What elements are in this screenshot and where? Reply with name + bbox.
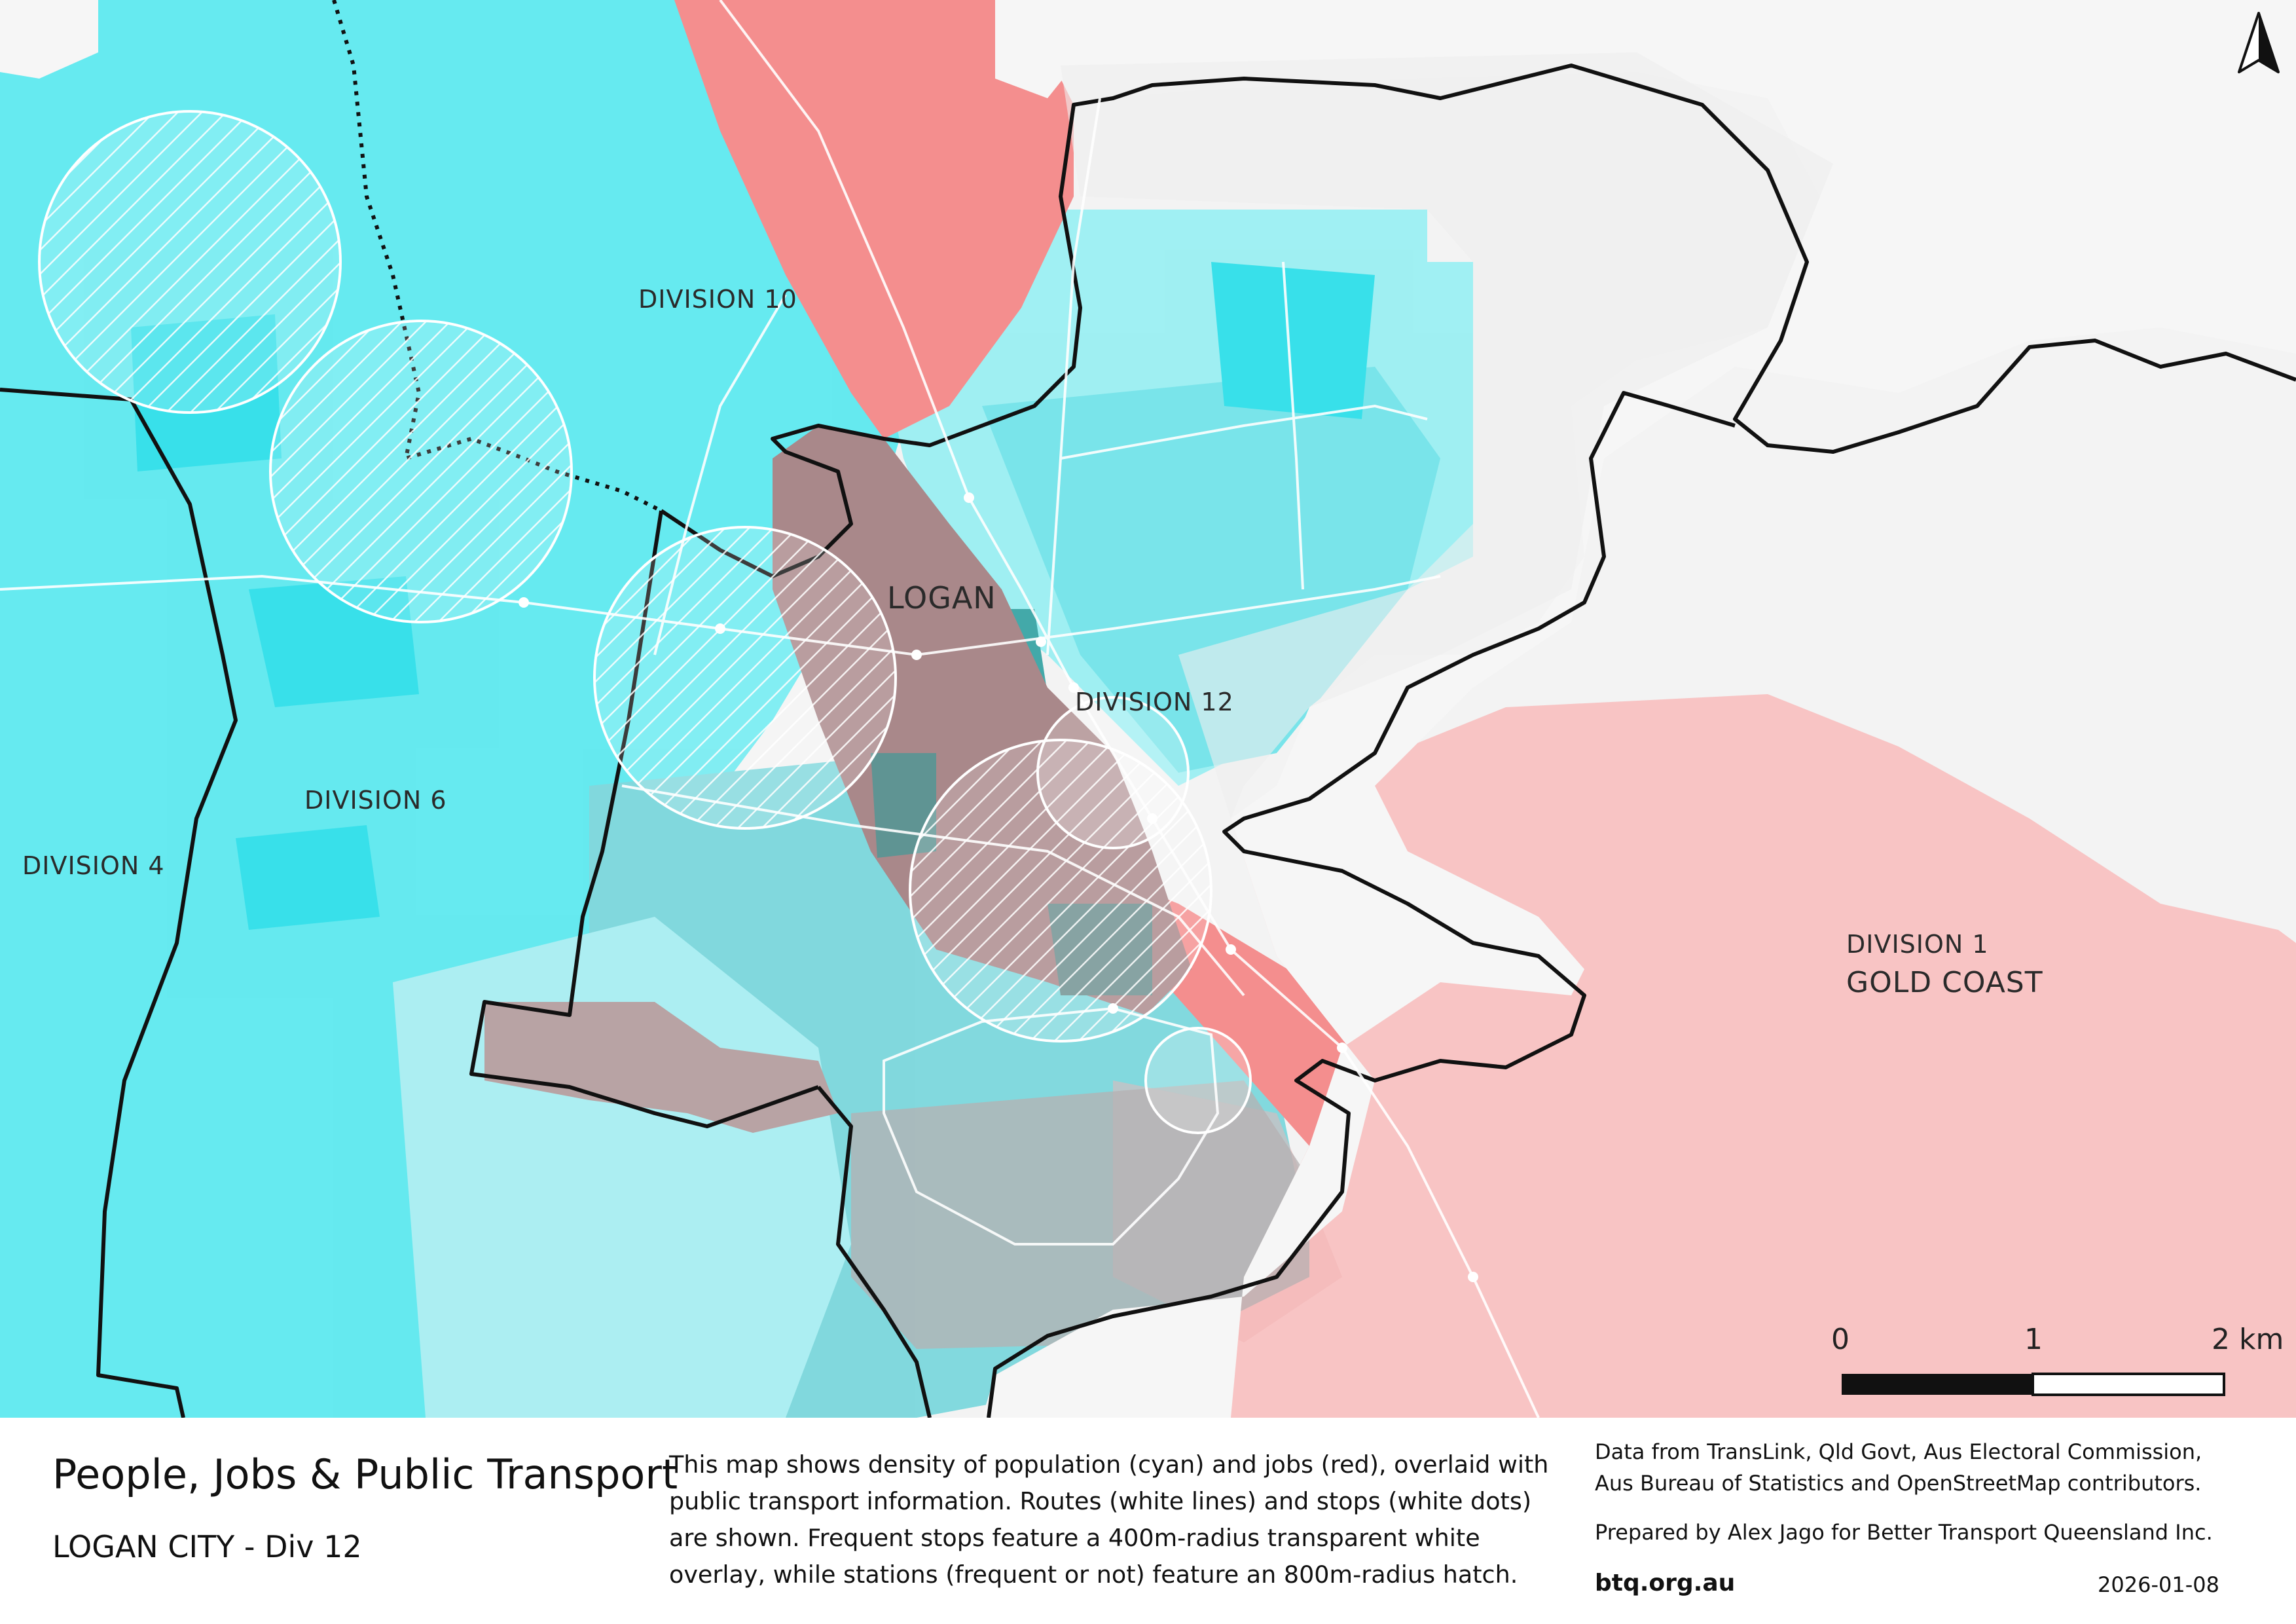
population-hotspot-2 xyxy=(1211,262,1375,419)
footer-panel: People, Jobs & Public Transport LOGAN CI… xyxy=(0,1418,2296,1624)
river-east xyxy=(982,0,2296,1418)
description-line: overlay, while stations (frequent or not… xyxy=(669,1560,1518,1589)
description-line: public transport information. Routes (wh… xyxy=(669,1487,1532,1515)
division-boundaries xyxy=(0,0,2296,1418)
station-overlay-2 xyxy=(269,320,573,623)
transport-stops xyxy=(519,492,1478,1282)
stop xyxy=(1036,637,1046,647)
station-overlay-4 xyxy=(909,739,1212,1043)
river-layer xyxy=(0,0,2296,1418)
stop xyxy=(1147,813,1157,824)
label-division-6: DIVISION 6 xyxy=(304,786,447,815)
station-overlay-3 xyxy=(593,526,897,830)
frequent-stop-overlay-1 xyxy=(1036,696,1190,849)
frequent-stop-overlays xyxy=(38,110,1252,1134)
stop xyxy=(1337,1043,1347,1053)
stop xyxy=(519,597,529,608)
overlap-south-block xyxy=(851,1080,1309,1349)
label-division-4: DIVISION 4 xyxy=(22,851,165,880)
population-hotspot-3 xyxy=(236,825,380,930)
river-north-pocket xyxy=(995,0,1074,98)
station-overlay-1 xyxy=(38,110,342,414)
stop xyxy=(964,492,974,503)
map-subtitle: LOGAN CITY - Div 12 xyxy=(52,1529,362,1564)
label-division-12: DIVISION 12 xyxy=(1075,688,1234,716)
stop xyxy=(1226,944,1236,955)
credits-line: Data from TransLink, Qld Govt, Aus Elect… xyxy=(1595,1439,2202,1464)
boundary-div10-west xyxy=(332,0,663,513)
data-credits: Data from TransLink, Qld Govt, Aus Elect… xyxy=(1595,1436,2202,1499)
map-graphics xyxy=(0,0,2296,1418)
overlap-dark-core xyxy=(871,753,936,858)
scale-label-2km: 2 km xyxy=(2212,1323,2284,1356)
map-canvas[interactable]: DIVISION 10 DIVISION 12 DIVISION 6 DIVIS… xyxy=(0,0,2296,1418)
north-arrow-icon xyxy=(2238,12,2280,73)
river-west-pocket xyxy=(0,0,98,79)
label-division-1: DIVISION 1 xyxy=(1846,930,1989,959)
label-division-10: DIVISION 10 xyxy=(638,285,797,314)
credits-line: Aus Bureau of Statistics and OpenStreetM… xyxy=(1595,1471,2202,1496)
route-north-2 xyxy=(1282,261,1304,590)
boundary-div6-div12 xyxy=(469,510,819,1128)
scale-segment-black xyxy=(1842,1374,2033,1395)
website-link[interactable]: btq.org.au xyxy=(1595,1570,1736,1596)
boundary-gold-coast xyxy=(816,391,1736,1418)
label-gold-coast: GOLD COAST xyxy=(1846,966,2043,999)
route-northeast xyxy=(1060,404,1428,460)
boundary-div10-div12 xyxy=(660,64,2296,578)
label-logan: LOGAN xyxy=(887,580,996,616)
map-date: 2026-01-08 xyxy=(2098,1572,2219,1597)
route-north xyxy=(1046,98,1101,655)
overlap-west-block xyxy=(484,1002,838,1133)
stop xyxy=(715,623,725,634)
map-description: This map shows density of population (cy… xyxy=(669,1447,1553,1593)
stop xyxy=(911,650,922,660)
description-line: are shown. Frequent stops feature a 400m… xyxy=(669,1524,1480,1552)
stop xyxy=(1108,1003,1118,1014)
scale-bar xyxy=(1842,1373,2225,1396)
scale-label-0: 0 xyxy=(1831,1323,1850,1356)
stop xyxy=(1068,682,1079,693)
scale-segment-white xyxy=(2032,1373,2225,1396)
scale-label-1: 1 xyxy=(2024,1323,2043,1356)
stop xyxy=(1468,1272,1478,1282)
description-line: This map shows density of population (cy… xyxy=(669,1450,1549,1479)
boundary-div4-div6 xyxy=(0,388,238,1418)
terrain-north-east xyxy=(1061,52,1833,819)
map-title: People, Jobs & Public Transport xyxy=(52,1450,678,1498)
jobs-corridor-north xyxy=(674,0,1074,439)
prepared-by: Prepared by Alex Jago for Better Transpo… xyxy=(1595,1520,2213,1545)
frequent-stop-overlay-2 xyxy=(1144,1027,1252,1134)
